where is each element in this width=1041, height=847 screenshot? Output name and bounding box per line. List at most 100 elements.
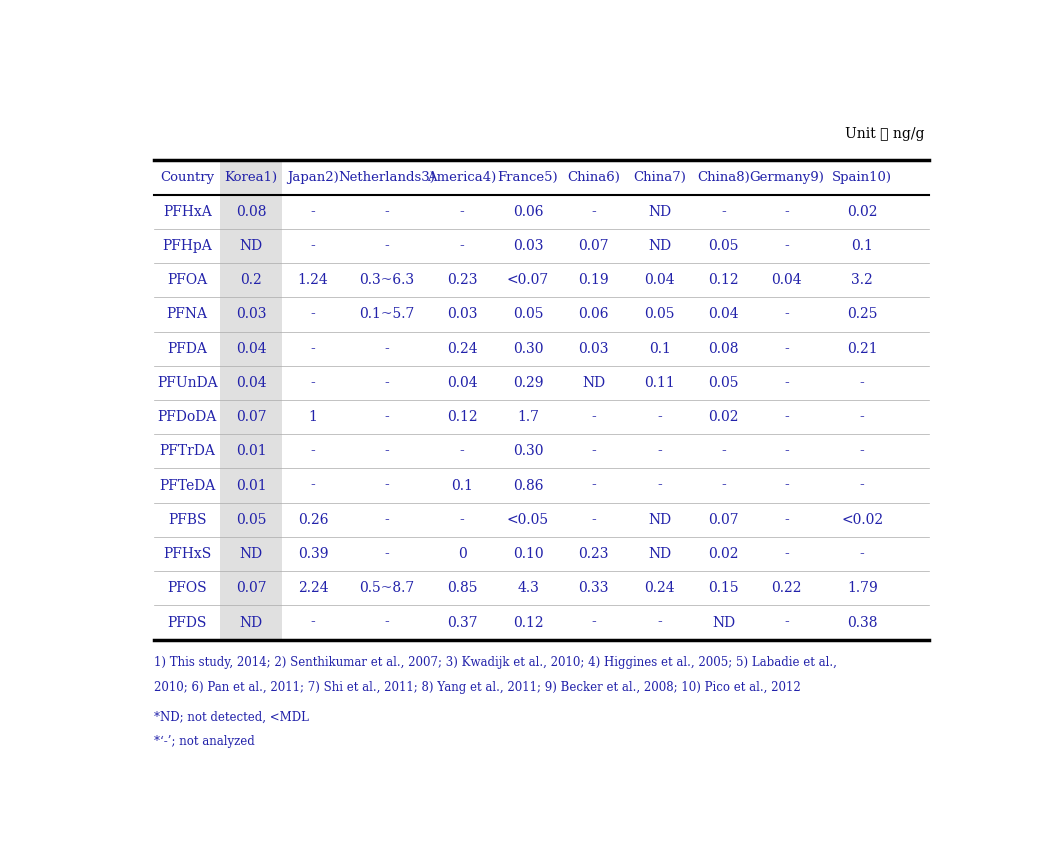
Text: -: -: [591, 205, 596, 219]
Text: -: -: [657, 410, 662, 424]
Text: ND: ND: [649, 239, 671, 253]
Text: -: -: [721, 479, 726, 493]
Text: 0.01: 0.01: [236, 479, 266, 493]
Text: -: -: [860, 445, 865, 458]
Text: 0.04: 0.04: [236, 376, 266, 390]
Text: ND: ND: [712, 616, 735, 629]
Text: -: -: [591, 512, 596, 527]
Text: Country: Country: [160, 171, 214, 184]
Text: Spain10): Spain10): [832, 171, 892, 184]
Text: Korea1): Korea1): [225, 171, 278, 184]
Text: 0.5~8.7: 0.5~8.7: [359, 581, 414, 595]
Text: PFTrDA: PFTrDA: [159, 445, 215, 458]
Text: 1.7: 1.7: [517, 410, 539, 424]
Text: ND: ND: [582, 376, 606, 390]
Text: 0.12: 0.12: [708, 274, 739, 287]
Text: PFHpA: PFHpA: [162, 239, 212, 253]
Text: PFBS: PFBS: [168, 512, 206, 527]
Text: -: -: [460, 445, 464, 458]
Text: -: -: [591, 479, 596, 493]
Text: 0.10: 0.10: [513, 547, 543, 561]
Text: -: -: [860, 410, 865, 424]
Text: 0.19: 0.19: [579, 274, 609, 287]
Text: -: -: [384, 547, 389, 561]
Text: -: -: [657, 445, 662, 458]
Text: 0.08: 0.08: [236, 205, 266, 219]
Text: -: -: [784, 512, 789, 527]
Text: 0.05: 0.05: [513, 307, 543, 321]
Text: China7): China7): [633, 171, 686, 184]
Text: PFOA: PFOA: [168, 274, 207, 287]
Text: 0.1: 0.1: [852, 239, 873, 253]
Text: 0.01: 0.01: [236, 445, 266, 458]
Text: China8): China8): [697, 171, 750, 184]
Text: 0.03: 0.03: [513, 239, 543, 253]
Text: -: -: [721, 205, 726, 219]
Text: 0.07: 0.07: [579, 239, 609, 253]
Text: 0.04: 0.04: [447, 376, 478, 390]
Text: *‘-’; not analyzed: *‘-’; not analyzed: [154, 735, 255, 748]
Text: 0.21: 0.21: [847, 341, 878, 356]
Text: 0.1: 0.1: [451, 479, 473, 493]
Text: PFHxS: PFHxS: [163, 547, 211, 561]
Text: PFUnDA: PFUnDA: [157, 376, 218, 390]
Text: China6): China6): [567, 171, 620, 184]
Text: ND: ND: [239, 616, 262, 629]
Text: -: -: [460, 205, 464, 219]
Text: 2.24: 2.24: [298, 581, 328, 595]
Text: 0.04: 0.04: [236, 341, 266, 356]
Text: PFNA: PFNA: [167, 307, 208, 321]
Text: 0: 0: [458, 547, 466, 561]
Text: 0.02: 0.02: [708, 547, 739, 561]
Text: 0.25: 0.25: [847, 307, 878, 321]
Text: -: -: [591, 410, 596, 424]
Text: PFDoDA: PFDoDA: [157, 410, 217, 424]
Text: -: -: [591, 445, 596, 458]
Text: 0.24: 0.24: [447, 341, 478, 356]
Text: -: -: [784, 616, 789, 629]
Text: -: -: [384, 445, 389, 458]
Text: PFOS: PFOS: [168, 581, 207, 595]
Text: 4.3: 4.3: [517, 581, 539, 595]
Text: 0.30: 0.30: [513, 341, 543, 356]
Text: 0.33: 0.33: [579, 581, 609, 595]
Text: 0.26: 0.26: [298, 512, 328, 527]
Text: 0.24: 0.24: [644, 581, 675, 595]
Text: Unit ： ng/g: Unit ： ng/g: [845, 127, 924, 141]
Text: ND: ND: [239, 547, 262, 561]
Text: -: -: [721, 445, 726, 458]
Text: 0.02: 0.02: [708, 410, 739, 424]
Text: 0.05: 0.05: [236, 512, 266, 527]
Text: 0.03: 0.03: [579, 341, 609, 356]
Text: <0.05: <0.05: [507, 512, 549, 527]
Text: -: -: [784, 479, 789, 493]
Text: <0.07: <0.07: [507, 274, 550, 287]
Text: -: -: [310, 341, 315, 356]
Text: Germany9): Germany9): [750, 171, 824, 184]
Text: -: -: [657, 616, 662, 629]
Bar: [220, 160, 282, 639]
Text: -: -: [384, 239, 389, 253]
Text: -: -: [784, 445, 789, 458]
Text: PFDS: PFDS: [168, 616, 207, 629]
Text: 0.29: 0.29: [513, 376, 543, 390]
Text: 0.22: 0.22: [771, 581, 802, 595]
Text: -: -: [784, 205, 789, 219]
Text: -: -: [310, 239, 315, 253]
Text: 0.05: 0.05: [644, 307, 675, 321]
Text: -: -: [860, 376, 865, 390]
Text: 0.03: 0.03: [447, 307, 478, 321]
Text: 0.06: 0.06: [513, 205, 543, 219]
Text: 1) This study, 2014; 2) Senthikumar et al., 2007; 3) Kwadijk et al., 2010; 4) Hi: 1) This study, 2014; 2) Senthikumar et a…: [154, 656, 837, 669]
Text: 0.07: 0.07: [708, 512, 739, 527]
Text: 0.11: 0.11: [644, 376, 675, 390]
Text: PFHxA: PFHxA: [162, 205, 211, 219]
Text: -: -: [784, 307, 789, 321]
Text: 0.86: 0.86: [513, 479, 543, 493]
Text: -: -: [784, 239, 789, 253]
Text: -: -: [384, 479, 389, 493]
Text: ND: ND: [239, 239, 262, 253]
Text: 0.1: 0.1: [649, 341, 670, 356]
Text: 2010; 6) Pan et al., 2011; 7) Shi et al., 2011; 8) Yang et al., 2011; 9) Becker : 2010; 6) Pan et al., 2011; 7) Shi et al.…: [154, 681, 802, 694]
Text: -: -: [784, 341, 789, 356]
